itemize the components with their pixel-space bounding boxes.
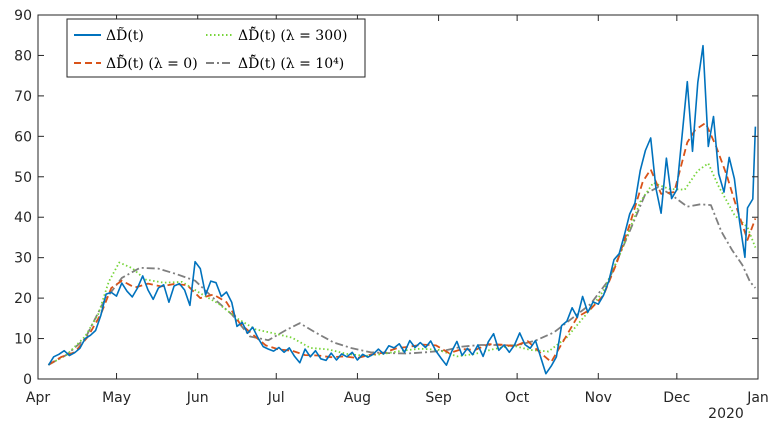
x-tick-label: Jan <box>746 390 769 406</box>
x-tick-label: Nov <box>585 390 612 406</box>
y-tick-label: 30 <box>14 251 32 267</box>
legend-label-measured: ΔD̃(t) <box>106 26 144 44</box>
y-tick-label: 20 <box>14 291 32 307</box>
legend-label-lambda-300: ΔD̂̃(t) (λ = 300) <box>238 25 347 44</box>
y-tick-label: 90 <box>14 8 32 24</box>
legend: ΔD̃(t) ΔD̂̃(t) (λ = 0) ΔD̂̃(t) (λ = 300)… <box>67 19 365 77</box>
x-tick-label: Apr <box>26 390 50 406</box>
x-tick-label: Jun <box>186 390 209 406</box>
y-tick-label: 40 <box>14 210 32 226</box>
x-tick-label: Oct <box>505 390 530 406</box>
y-tick-label: 70 <box>14 89 32 105</box>
y-tick-label: 80 <box>14 48 32 64</box>
legend-label-lambda-0: ΔD̂̃(t) (λ = 0) <box>106 53 198 72</box>
y-tick-label: 0 <box>23 372 32 388</box>
x-tick-label: Sep <box>425 390 452 406</box>
x-tick-label: Aug <box>344 390 371 406</box>
x-axis-year-label: 2020 <box>708 406 744 422</box>
x-tick-label: May <box>102 390 131 406</box>
y-tick-label: 60 <box>14 129 32 145</box>
x-tick-label: Jul <box>267 390 285 406</box>
x-tick-label: Dec <box>663 390 690 406</box>
y-tick-label: 10 <box>14 332 32 348</box>
legend-label-lambda-1e4: ΔD̂̃(t) (λ = 10⁴) <box>238 53 344 72</box>
y-tick-label: 50 <box>14 170 32 186</box>
